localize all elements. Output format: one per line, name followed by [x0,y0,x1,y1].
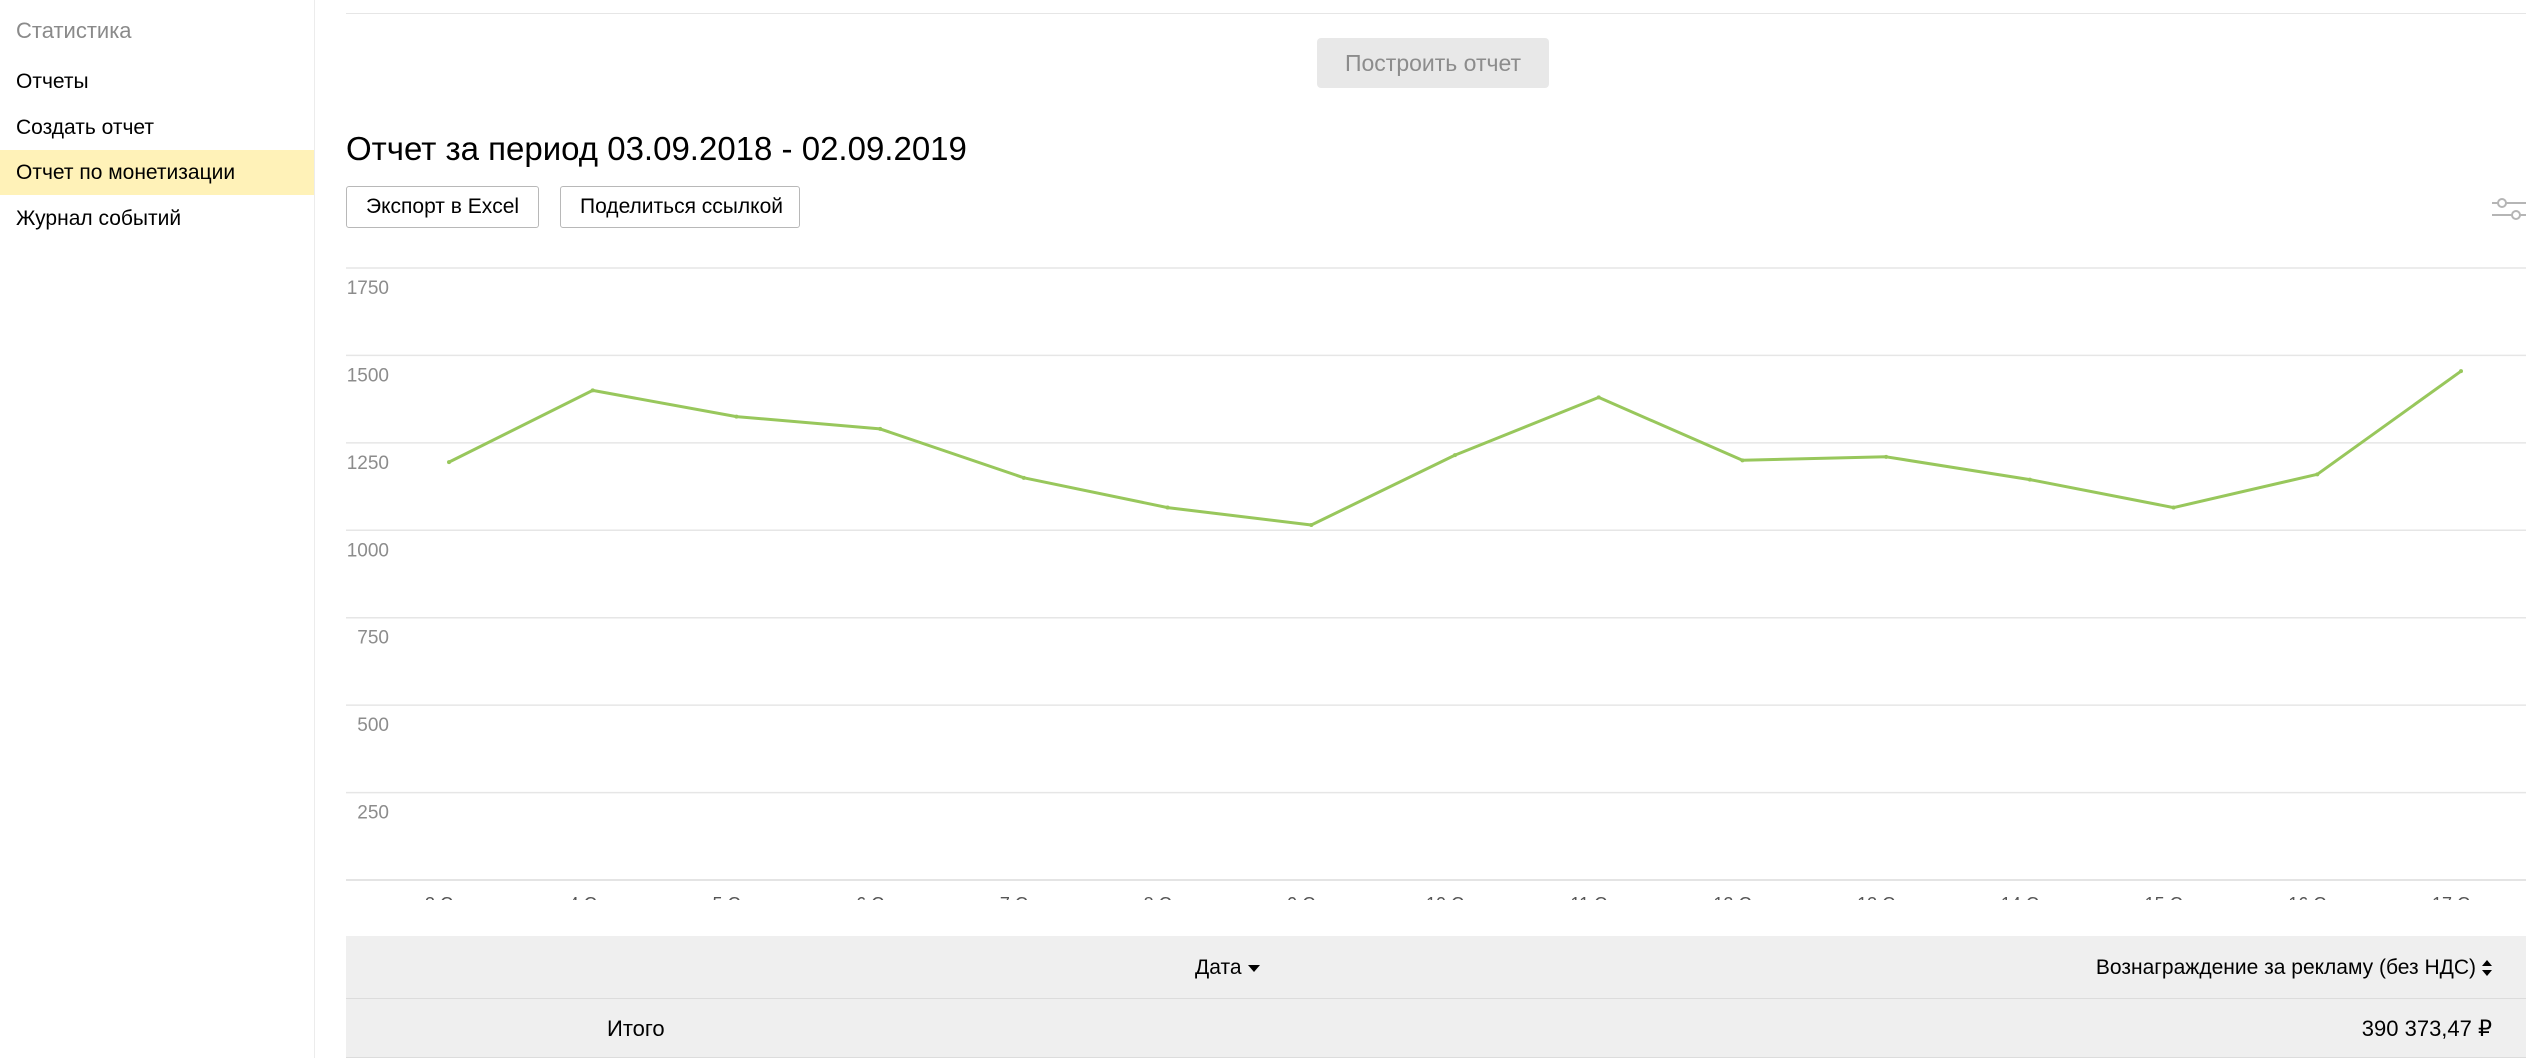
chart-x-tick-label: 15 Сен [2145,894,2203,900]
divider [346,13,2526,14]
chart-y-tick-label: 250 [357,803,389,824]
total-label: Итого [607,1016,665,1041]
settings-sliders-icon[interactable] [2492,196,2526,222]
chart-x-ticks: 3 Сен 4 Сен 5 Сен 6 Сен 7 Сен 8 Сен 9 Сен 10 Се… [425,894,2490,900]
column-header-reward[interactable]: Вознаграждение за рекламу (без НДС) [2096,936,2492,999]
sort-icon [2482,960,2492,977]
chart-y-tick-label: 500 [357,715,389,736]
chart-point [1165,505,1170,510]
chart-x-tick-label: 9 Сен [1287,894,1335,900]
monetization-line-chart: 250 500 750 1000 1250 1500 1750 3 Сен 4 Сен 5 Се… [346,267,2526,900]
column-header-date[interactable]: Дата [1195,936,1260,999]
chart-y-tick-label: 750 [357,628,389,649]
chart-series-line [448,369,2462,527]
chart-point [447,460,451,465]
table-total-row: Итого 390 373,47 ₽ [346,999,2526,1058]
chart-x-tick-label: 14 Сен [2001,894,2059,900]
chart-point [734,414,739,419]
chart-x-tick-label: 17 Сен [2432,894,2490,900]
share-link-button[interactable]: Поделиться ссылкой [560,186,800,228]
column-header-reward-label: Вознаграждение за рекламу (без НДС) [2095,956,2476,979]
chart-x-tick-label: 11 Сен [1570,894,1627,900]
sidebar: Статистика Отчеты Создать отчет Отчет по… [0,0,315,1058]
chart-x-tick-label: 8 Сен [1144,894,1192,900]
chart-x-tick-label: 6 Сен [856,894,904,900]
sidebar-item-create-report[interactable]: Создать отчет [16,116,155,139]
chart-y-tick-label: 1000 [347,540,389,561]
total-value: 390 373,47 ₽ [2361,1016,2492,1041]
chart-x-tick-label: 4 Сен [569,894,617,900]
chart-point [1453,453,1457,458]
chart-x-tick-label: 3 Сен [425,894,473,900]
chart-point [1021,475,1026,480]
sidebar-item-reports[interactable]: Отчеты [16,70,89,93]
chart-gridlines [346,267,2526,881]
report-title: Отчет за период 03.09.2018 - 02.09.2019 [346,130,967,167]
chart-point [878,426,883,431]
chart-point [1309,523,1314,528]
chart-point [590,388,595,393]
chart-x-tick-label: 16 Сен [2288,894,2346,900]
chart-x-tick-label: 13 Сен [1857,894,1915,900]
chart-point [2171,505,2176,510]
export-excel-button[interactable]: Экспорт в Excel [346,186,539,228]
main-content: Построить отчет Отчет за период 03.09.20… [314,0,2526,1058]
chart-y-ticks: 250 500 750 1000 1250 1500 1750 [347,278,389,824]
build-report-button[interactable]: Построить отчет [1317,38,1549,88]
caret-down-icon [1247,964,1260,972]
chart-y-tick-label: 1500 [347,365,389,386]
chart-x-tick-label: 10 Сен [1426,894,1484,900]
sidebar-item-monetization-report[interactable]: Отчет по монетизации [0,150,314,195]
chart-x-tick-label: 12 Сен [1713,894,1771,900]
table-header: Дата Вознаграждение за рекламу (без НДС) [346,936,2526,999]
sidebar-item-event-log[interactable]: Журнал событий [16,207,182,230]
chart-y-tick-label: 1750 [347,278,389,299]
chart-point [2315,472,2320,477]
chart-x-tick-label: 7 Сен [1000,894,1048,900]
chart-x-tick-label: 5 Сен [712,894,760,900]
chart-point [1596,395,1601,400]
chart-point [1740,458,1745,463]
chart-point [2027,477,2032,482]
column-header-date-label: Дата [1195,956,1242,979]
chart-point [1884,454,1889,459]
chart-point [2459,369,2463,374]
sidebar-title: Статистика [16,18,132,43]
chart-y-tick-label: 1250 [347,453,389,474]
